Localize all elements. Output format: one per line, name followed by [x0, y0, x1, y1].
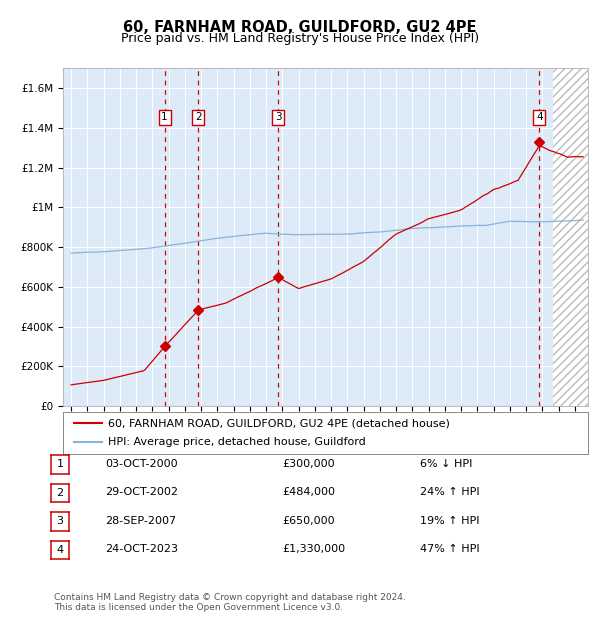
Text: 28-SEP-2007: 28-SEP-2007 — [105, 516, 176, 526]
Text: 1: 1 — [161, 112, 168, 122]
Text: 24-OCT-2023: 24-OCT-2023 — [105, 544, 178, 554]
Text: £650,000: £650,000 — [282, 516, 335, 526]
Text: 29-OCT-2002: 29-OCT-2002 — [105, 487, 178, 497]
Text: 1: 1 — [56, 459, 64, 469]
Text: 60, FARNHAM ROAD, GUILDFORD, GU2 4PE (detached house): 60, FARNHAM ROAD, GUILDFORD, GU2 4PE (de… — [107, 418, 449, 428]
Text: 3: 3 — [56, 516, 64, 526]
Bar — [553, 68, 588, 406]
Text: 6% ↓ HPI: 6% ↓ HPI — [420, 459, 472, 469]
Text: 24% ↑ HPI: 24% ↑ HPI — [420, 487, 479, 497]
Text: 2: 2 — [195, 112, 202, 122]
Text: 19% ↑ HPI: 19% ↑ HPI — [420, 516, 479, 526]
Text: £484,000: £484,000 — [282, 487, 335, 497]
Text: 60, FARNHAM ROAD, GUILDFORD, GU2 4PE: 60, FARNHAM ROAD, GUILDFORD, GU2 4PE — [123, 20, 477, 35]
Text: 47% ↑ HPI: 47% ↑ HPI — [420, 544, 479, 554]
Text: Contains HM Land Registry data © Crown copyright and database right 2024.
This d: Contains HM Land Registry data © Crown c… — [54, 593, 406, 612]
Text: 4: 4 — [56, 545, 64, 555]
Text: HPI: Average price, detached house, Guildford: HPI: Average price, detached house, Guil… — [107, 437, 365, 447]
Text: 4: 4 — [536, 112, 543, 122]
Text: Price paid vs. HM Land Registry's House Price Index (HPI): Price paid vs. HM Land Registry's House … — [121, 32, 479, 45]
Text: 2: 2 — [56, 488, 64, 498]
Text: 3: 3 — [275, 112, 281, 122]
Text: £1,330,000: £1,330,000 — [282, 544, 345, 554]
Text: £300,000: £300,000 — [282, 459, 335, 469]
Text: 03-OCT-2000: 03-OCT-2000 — [105, 459, 178, 469]
